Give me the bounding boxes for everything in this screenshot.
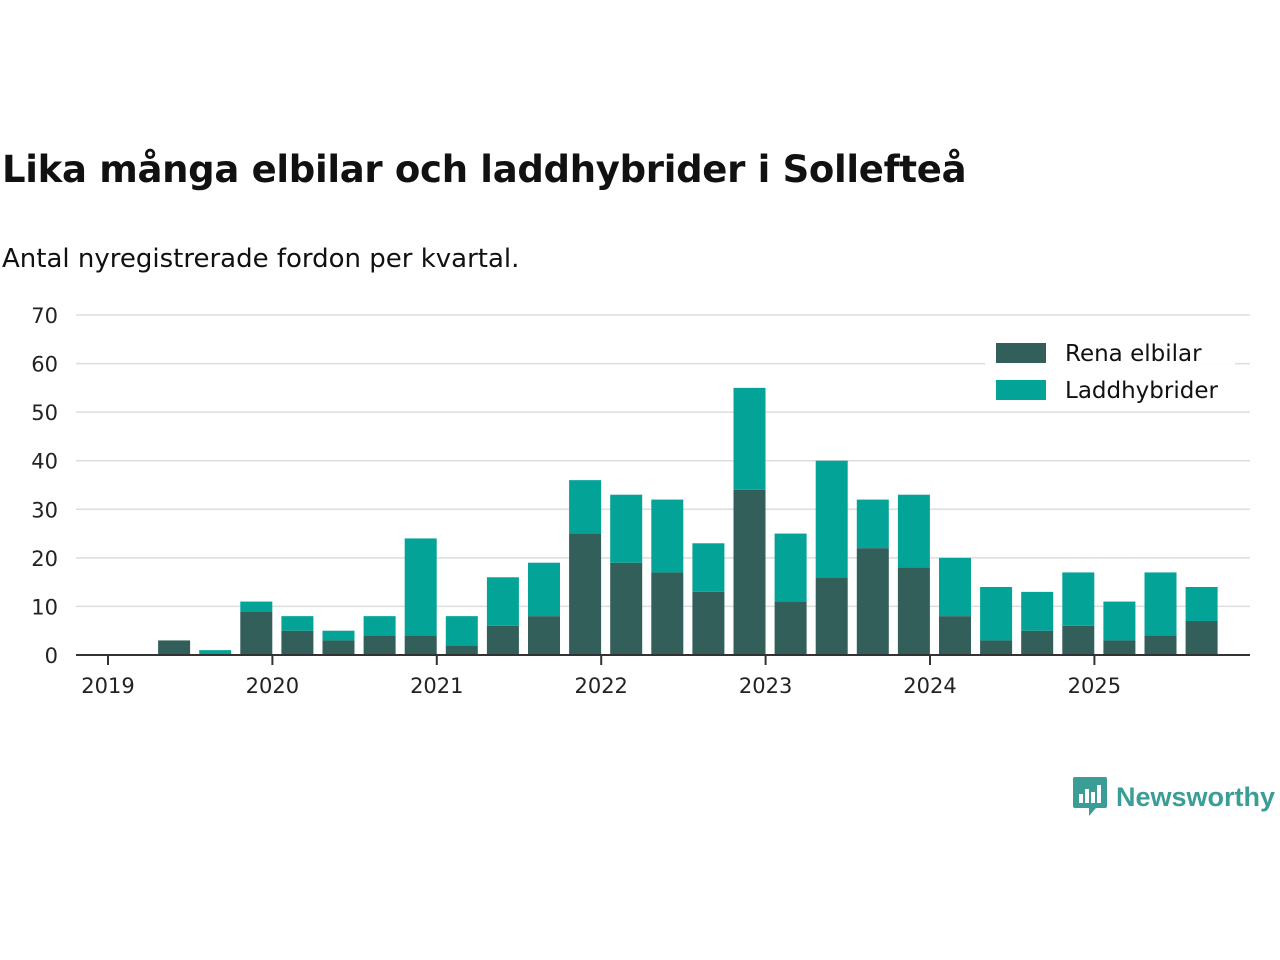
logo-text: Newsworthy (1116, 781, 1276, 812)
bar-rena-elbilar (897, 567, 930, 655)
bar-laddhybrider (569, 480, 602, 534)
bar-laddhybrider (199, 650, 232, 655)
bar-rena-elbilar (1021, 630, 1054, 655)
bar-laddhybrider (322, 630, 355, 641)
y-tick-label: 50 (31, 401, 58, 425)
bar-rena-elbilar (486, 625, 519, 655)
axes: 0 10 20 30 40 50 60 70 2019 2020 2021 2022 2023 2024 2… (31, 304, 1250, 698)
y-tick-label: 30 (31, 498, 58, 522)
x-tick-label: 2025 (1068, 674, 1121, 698)
bars (158, 387, 1218, 655)
x-tick-label: 2023 (739, 674, 792, 698)
bar-laddhybrider (281, 616, 314, 631)
bar-rena-elbilar (1144, 635, 1177, 655)
bar-laddhybrider (980, 587, 1013, 641)
y-tick-label: 70 (31, 304, 58, 328)
x-tick-label: 2021 (410, 674, 463, 698)
bar-rena-elbilar (733, 489, 766, 655)
legend-label: Rena elbilar (1065, 341, 1202, 367)
bar-laddhybrider (240, 601, 273, 612)
bar-rena-elbilar (1103, 640, 1136, 655)
bar-laddhybrider (856, 499, 889, 549)
legend-swatch (996, 343, 1046, 363)
x-tick-label: 2022 (574, 674, 627, 698)
bar-rena-elbilar (158, 640, 191, 655)
chart-subtitle: Antal nyregistrerade fordon per kvartal. (2, 244, 520, 274)
legend: Rena elbilar Laddhybrider (985, 333, 1235, 411)
bar-laddhybrider (1103, 601, 1136, 641)
newsworthy-logo: Newsworthy (1072, 776, 1275, 818)
y-tick-label: 20 (31, 547, 58, 571)
bar-laddhybrider (692, 543, 725, 592)
bar-rena-elbilar (528, 616, 560, 655)
bar-rena-elbilar (856, 548, 889, 655)
bar-laddhybrider (897, 494, 930, 568)
bar-laddhybrider (404, 538, 437, 636)
bar-rena-elbilar (651, 572, 684, 655)
bar-rena-elbilar (281, 630, 314, 655)
bar-rena-elbilar (980, 640, 1013, 655)
bar-rena-elbilar (1062, 625, 1095, 655)
bar-rena-elbilar (1185, 621, 1218, 655)
bar-rena-elbilar (445, 645, 478, 655)
bar-laddhybrider (774, 533, 807, 602)
bar-laddhybrider (939, 557, 971, 617)
bar-rena-elbilar (322, 640, 355, 655)
chart-title: Lika många elbilar och laddhybrider i So… (2, 148, 967, 191)
bar-rena-elbilar (363, 635, 396, 655)
y-tick-label: 40 (31, 450, 58, 474)
legend-label: Laddhybrider (1065, 378, 1218, 404)
bar-rena-elbilar (815, 577, 848, 655)
bar-rena-elbilar (404, 635, 437, 655)
bar-laddhybrider (1185, 587, 1218, 621)
y-tick-label: 60 (31, 353, 58, 377)
bar-laddhybrider (528, 562, 560, 617)
y-tick-label: 0 (45, 644, 58, 668)
bar-rena-elbilar (774, 601, 807, 655)
bar-laddhybrider (610, 494, 643, 563)
bar-rena-elbilar (240, 611, 273, 655)
bar-rena-elbilar (939, 616, 971, 655)
newsworthy-logo-icon (1073, 777, 1107, 816)
bar-laddhybrider (1144, 572, 1177, 636)
bar-laddhybrider (363, 616, 396, 636)
bar-laddhybrider (651, 499, 684, 573)
bar-laddhybrider (445, 616, 478, 646)
bar-rena-elbilar (692, 591, 725, 655)
bar-laddhybrider (815, 460, 848, 578)
bar-rena-elbilar (569, 533, 602, 655)
x-tick-label: 2020 (246, 674, 299, 698)
y-tick-label: 10 (31, 595, 58, 619)
bar-laddhybrider (733, 387, 766, 490)
x-tick-label: 2024 (903, 674, 956, 698)
bar-laddhybrider (486, 577, 519, 626)
bar-laddhybrider (1021, 591, 1054, 631)
bar-laddhybrider (1062, 572, 1095, 626)
bar-rena-elbilar (610, 562, 643, 655)
legend-swatch (996, 380, 1046, 400)
x-tick-label: 2019 (81, 674, 134, 698)
